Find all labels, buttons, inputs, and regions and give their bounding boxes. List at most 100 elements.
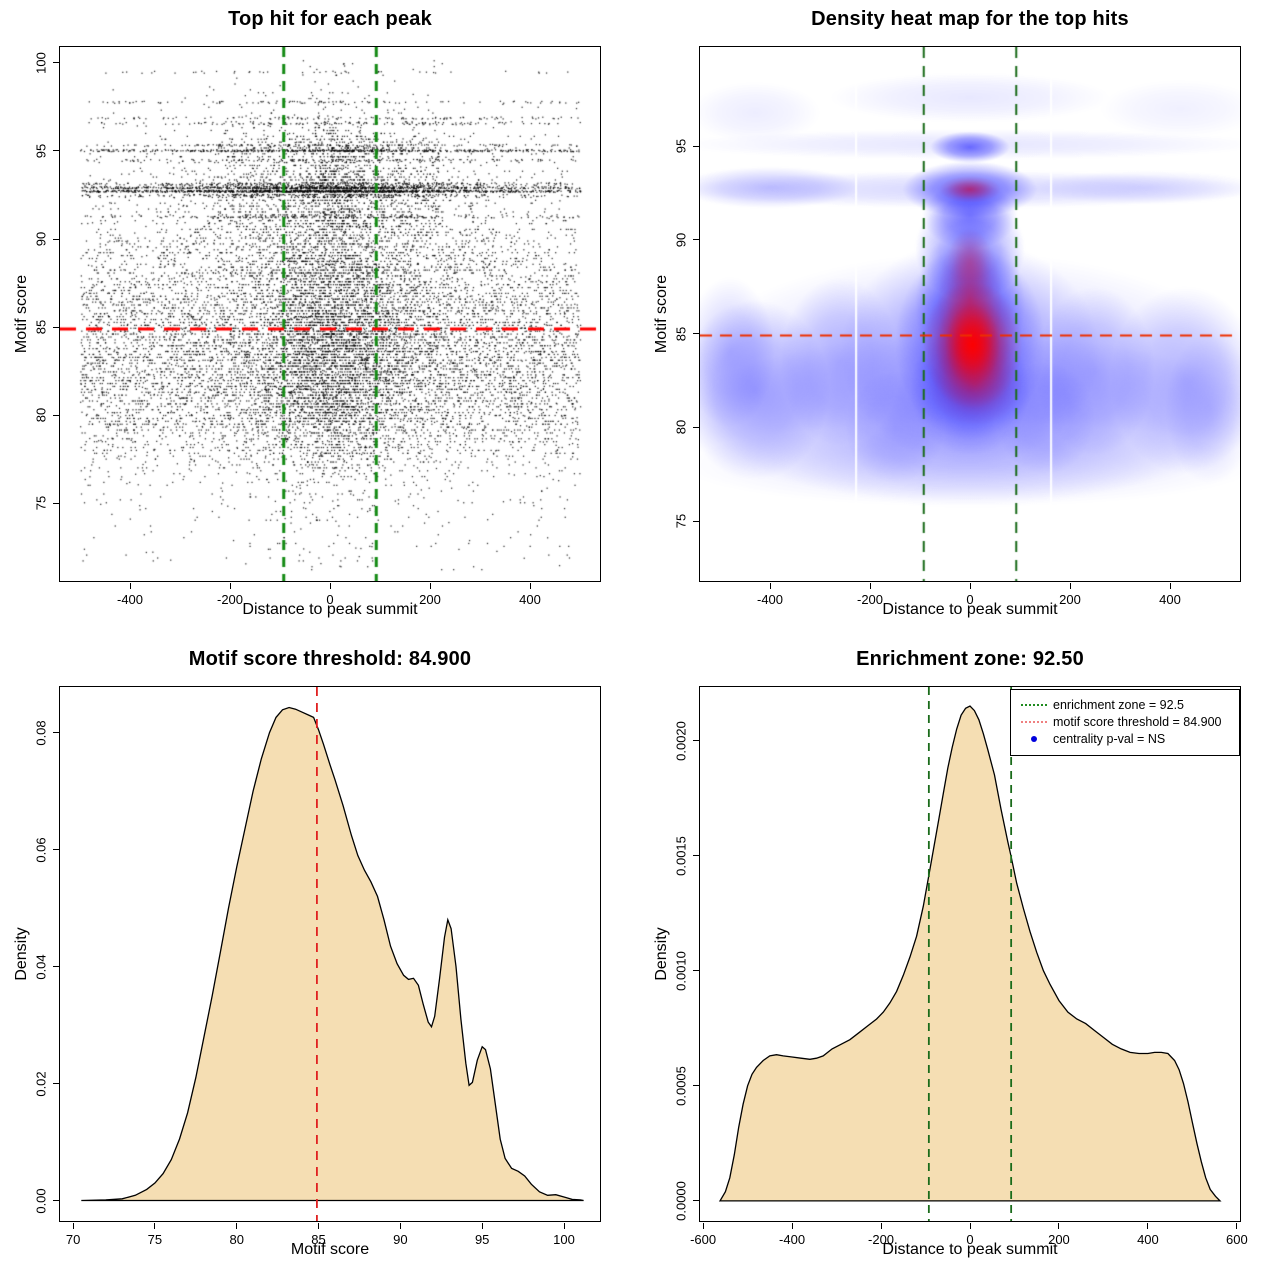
y-tick-label: 75 <box>33 496 49 511</box>
y-tick-label: 0.0010 <box>673 950 689 991</box>
y-tick-mark <box>693 520 699 522</box>
dotted-line-icon <box>1015 703 1053 706</box>
y-tick-label: 90 <box>33 231 49 247</box>
y-tick-label: 0.0015 <box>673 835 689 876</box>
x-tick-label: 0 <box>966 1232 974 1247</box>
plot-area <box>59 46 601 582</box>
y-tick-mark <box>693 1085 699 1087</box>
y-tick-label: 0.02 <box>33 1070 49 1097</box>
y-tick-label: 85 <box>673 326 689 341</box>
density-curve-svg <box>718 687 1222 1221</box>
legend: enrichment zone = 92.5 motif score thres… <box>1010 689 1240 756</box>
y-tick-mark <box>693 740 699 741</box>
y-tick-mark <box>693 1200 699 1202</box>
y-tick-label: 95 <box>673 139 689 154</box>
y-tick-label: 80 <box>673 420 689 435</box>
x-axis-label: Distance to peak summit <box>882 601 1058 618</box>
y-tick-label: 95 <box>33 143 49 159</box>
y-tick-label: 75 <box>673 513 689 529</box>
plot-area <box>59 686 601 1222</box>
y-tick-label: 80 <box>33 408 49 423</box>
y-tick-mark <box>53 326 59 328</box>
x-axis-label: Motif score <box>290 1241 370 1258</box>
page-title: Motif score threshold: 84.900 <box>188 648 472 670</box>
x-tick-mark <box>969 583 971 589</box>
distance-density-panel: Enrichment zone: 92.50 Density Distance … <box>640 640 1280 1280</box>
legend-item-enrichment-zone: enrichment zone = 92.5 <box>1015 696 1235 713</box>
x-tick-label: 400 <box>1159 592 1181 607</box>
y-tick-mark <box>53 414 59 416</box>
x-tick-label: 75 <box>147 1232 163 1247</box>
x-tick-mark <box>1169 583 1171 589</box>
x-tick-label: 200 <box>1059 592 1081 607</box>
dotted-line-icon <box>1015 720 1053 723</box>
x-tick-label: 0 <box>326 592 334 607</box>
y-tick-label: 100 <box>33 52 49 74</box>
x-tick-label: -600 <box>690 1232 717 1247</box>
x-tick-mark <box>791 1223 793 1229</box>
x-tick-label: -200 <box>868 1232 895 1247</box>
y-tick-label: 0.08 <box>33 719 49 746</box>
x-tick-mark <box>1058 1223 1060 1229</box>
y-tick-mark <box>693 970 699 972</box>
y-tick-mark <box>53 732 59 734</box>
page-title: Density heat map for the top hits <box>811 8 1129 30</box>
score-density-panel: Motif score threshold: 84.900 Density Mo… <box>0 640 640 1280</box>
legend-label: enrichment zone = 92.5 <box>1053 697 1184 712</box>
y-tick-label: 0.06 <box>33 836 49 863</box>
y-tick-label: 0.00 <box>33 1187 49 1214</box>
y-axis-label: Density <box>13 927 30 981</box>
legend-item-centrality-pval: centrality p-val = NS <box>1015 730 1235 747</box>
x-tick-mark <box>318 1223 320 1229</box>
y-tick-mark <box>53 1200 59 1202</box>
x-tick-label: 85 <box>311 1232 326 1247</box>
plot-area <box>699 46 1241 582</box>
heatmap-canvas <box>700 47 1240 581</box>
x-tick-label: -400 <box>756 592 784 607</box>
y-tick-mark <box>53 966 59 968</box>
x-axis-label: Distance to peak summit <box>882 1241 1058 1258</box>
x-tick-mark <box>869 583 871 589</box>
y-axis-label: Motif score <box>653 274 670 354</box>
x-tick-label: -400 <box>779 1232 806 1247</box>
y-tick-mark <box>693 333 699 335</box>
page-title: Enrichment zone: 92.50 <box>856 648 1084 670</box>
x-tick-mark <box>702 1223 704 1229</box>
density-curve-svg <box>81 687 584 1221</box>
y-tick-label: 85 <box>33 319 49 335</box>
heatmap-panel: Density heat map for the top hits Motif … <box>640 0 1280 640</box>
y-tick-mark <box>53 1083 59 1085</box>
y-tick-label: 90 <box>673 232 689 248</box>
x-tick-mark <box>329 583 331 589</box>
page-title: Top hit for each peak <box>228 8 432 30</box>
y-tick-mark <box>53 502 59 504</box>
y-axis-label: Density <box>653 927 670 981</box>
scatter-panel: Top hit for each peak Motif score Distan… <box>0 0 640 640</box>
y-tick-mark <box>53 62 59 64</box>
y-tick-label: 0.0020 <box>673 720 689 761</box>
y-tick-label: 0.0005 <box>673 1065 689 1106</box>
x-tick-label: 0 <box>966 592 974 607</box>
x-tick-mark <box>129 583 131 589</box>
x-tick-mark <box>1236 1223 1238 1229</box>
point-icon <box>1015 735 1053 742</box>
x-tick-mark <box>969 1223 971 1229</box>
x-tick-label: 80 <box>229 1232 244 1247</box>
x-tick-mark <box>1069 583 1071 589</box>
x-tick-mark <box>880 1223 882 1229</box>
x-tick-mark <box>563 1223 565 1229</box>
x-tick-mark <box>481 1223 483 1229</box>
y-tick-mark <box>693 239 699 241</box>
density-curve <box>81 706 584 1202</box>
plot-area <box>699 686 1241 1222</box>
legend-label: motif score threshold = 84.900 <box>1053 714 1222 729</box>
y-tick-mark <box>693 426 699 428</box>
x-tick-label: 600 <box>1226 1232 1248 1247</box>
x-tick-label: 200 <box>419 592 441 607</box>
x-tick-label: 200 <box>1048 1232 1070 1247</box>
y-tick-mark <box>693 855 699 857</box>
x-tick-label: -400 <box>116 592 144 607</box>
legend-item-motif-threshold: motif score threshold = 84.900 <box>1015 713 1235 730</box>
y-tick-mark <box>53 849 59 851</box>
legend-label: centrality p-val = NS <box>1053 731 1166 746</box>
